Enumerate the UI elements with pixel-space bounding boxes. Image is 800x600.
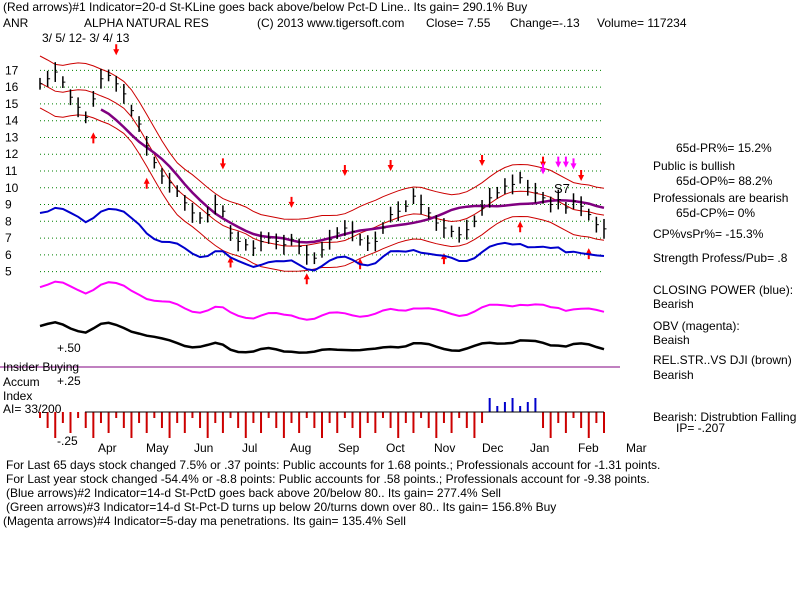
closing-power-value: Bearish [653,297,694,311]
y-tick-label: 15 [5,97,19,111]
copyright: (C) 2013 www.tigersoft.com [257,16,405,30]
sell-arrow [479,154,486,166]
x-tick-label: May [146,441,169,455]
sell-arrow [540,163,547,175]
insider-buying: Insider Buying [3,360,80,374]
x-tick-label: Sep [338,441,360,455]
sell-arrow [113,44,120,56]
x-tick-label: Nov [434,441,455,455]
footer-line-4: (Green arrows)#3 Indicator=14-d St-Pct-D… [6,500,557,514]
date-range: 3/ 5/ 12- 3/ 4/ 13 [42,31,130,45]
y-tick-label: 16 [5,80,19,94]
x-tick-label: Mar [626,441,647,455]
op-pct: 65d-OP%= 88.2% [676,174,773,188]
sell-arrow [562,156,569,168]
closing-power-line [39,206,605,272]
cp-vs-pr: CP%vsPr%= -15.3% [653,227,764,241]
closing-power-label: CLOSING POWER (blue): [653,283,794,297]
index-label: Index [3,389,33,403]
sell-arrow [288,196,295,208]
x-tick-label: Jan [530,441,549,455]
label-plus-25: +.25 [57,374,81,388]
bearish-distribution: Bearish: Distrubtion Falling [653,410,797,424]
x-tick-label: Aug [290,441,311,455]
pr-pct: 65d-PR%= 15.2% [676,141,772,155]
relstr-line [39,321,605,354]
x-tick-label: Apr [98,441,117,455]
sell-arrow [540,156,547,168]
company-name: ALPHA NATURAL RES [84,16,209,30]
y-tick-label: 10 [5,181,19,195]
ticker-symbol: ANR [3,16,29,30]
y-tick-label: 14 [5,114,19,128]
footer-line-3: (Blue arrows)#2 Indicator=14-d St-PctD g… [6,486,501,500]
x-tick-label: Jun [194,441,213,455]
s7-annotation: S7 [554,181,570,196]
sell-arrow [341,165,348,177]
upper-band [39,55,605,220]
label-minus-25: -.25 [57,434,78,448]
relstr-value: Bearish [653,368,694,382]
public-bullish: Public is bullish [653,159,736,173]
buy-arrow [90,132,97,144]
y-tick-label: 9 [5,198,12,212]
buy-arrow [517,221,524,233]
ip-value: IP= -.207 [676,421,726,435]
obv-label: OBV (magenta): [653,319,740,333]
sell-arrow [387,160,394,171]
y-tick-label: 6 [5,248,12,262]
lower-band [39,107,605,272]
obv-line [39,280,605,321]
y-tick-label: 8 [5,214,12,228]
buy-arrow [303,273,310,285]
y-tick-label: 17 [5,63,19,77]
sell-arrow [555,156,562,168]
change-value: Change=-.13 [510,16,580,30]
x-tick-label: Dec [482,441,503,455]
volume-value: Volume= 117234 [597,16,687,30]
cp-pct: 65d-CP%= 0% [676,206,756,220]
close-value: Close= 7.55 [426,16,491,30]
footer-line-5: (Magenta arrows)#4 Indicator=5-day ma pe… [3,514,406,528]
y-tick-label: 7 [5,231,12,245]
header-line-1: (Red arrows)#1 Indicator=20-d St-KLine g… [3,0,528,14]
obv-value: Beaish [653,333,690,347]
sell-arrow [578,170,585,182]
sell-arrow [570,158,577,170]
pros-bearish: Professionals are bearish [653,191,789,205]
buy-arrow [440,253,447,265]
x-tick-label: Jul [242,441,257,455]
accum-label: Accum [3,375,40,389]
y-tick-label: 5 [5,265,12,279]
x-tick-label: Oct [386,441,405,455]
footer-line-2: For Last year stock changed -54.4% or -8… [6,472,650,486]
x-tick-label: Feb [578,441,599,455]
y-tick-label: 11 [5,164,18,178]
buy-arrow [227,256,234,268]
sell-arrow [219,158,226,170]
ai-value: AI= 33/200 [3,402,62,416]
buy-arrow [143,177,150,189]
label-plus-50: +.50 [57,341,81,355]
y-tick-label: 13 [5,130,19,144]
relstr-label: REL.STR..VS DJI (brown) [653,353,792,367]
strength-ratio: Strength Profess/Pub= .8 [653,251,788,265]
footer-line-1: For Last 65 days stock changed 7.5% or .… [6,458,661,472]
y-tick-label: 12 [5,147,19,161]
